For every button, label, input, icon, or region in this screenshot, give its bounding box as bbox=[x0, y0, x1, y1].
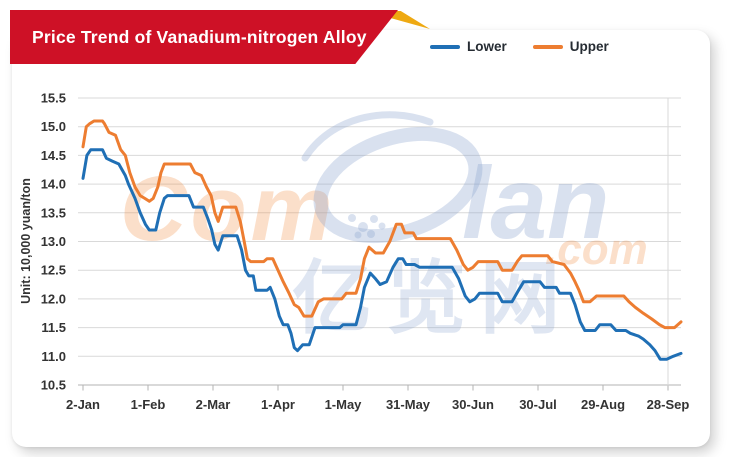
x-tick-label: 1-Apr bbox=[261, 397, 295, 412]
lower-line-swatch-icon bbox=[430, 44, 460, 49]
y-tick-label: 13.5 bbox=[41, 205, 66, 220]
y-tick-label: 11.5 bbox=[41, 320, 66, 335]
lower-line bbox=[81, 148, 683, 361]
watermark-dot-icon bbox=[354, 231, 362, 239]
y-axis-title: Unit: 10,000 yuan/ton bbox=[19, 178, 33, 304]
y-tick-label: 11.0 bbox=[41, 349, 66, 364]
y-tick-label: 14.0 bbox=[41, 177, 66, 192]
title-banner: Price Trend of Vanadium-nitrogen Alloy bbox=[10, 10, 398, 64]
legend-item-lower[interactable]: Lower bbox=[430, 39, 507, 54]
x-tick-label: 30-Jul bbox=[519, 397, 557, 412]
x-tick-label: 30-Jun bbox=[452, 397, 494, 412]
x-tick-label: 2-Mar bbox=[196, 397, 231, 412]
y-tick-label: 12.5 bbox=[41, 263, 66, 278]
legend: Lower Upper bbox=[430, 39, 609, 54]
chart-card bbox=[12, 30, 710, 447]
watermark-globe-icon bbox=[313, 126, 483, 244]
watermark-dotcom-text: .com bbox=[545, 225, 648, 274]
watermark-lan-text: lan bbox=[462, 146, 609, 260]
watermark-swoosh-icon bbox=[301, 111, 434, 162]
x-tick-label: 1-Feb bbox=[131, 397, 166, 412]
axis-layer: 15.5 15.0 14.5 14.0 13.5 13.0 12.5 12.0 11.5 11.0… bbox=[19, 91, 689, 413]
watermark-dot-icon bbox=[367, 230, 375, 238]
x-tick-label: 31-May bbox=[386, 397, 431, 412]
watermark-dot-icon bbox=[370, 215, 378, 223]
x-tick-label: 28-Sep bbox=[647, 397, 690, 412]
legend-item-upper[interactable]: Upper bbox=[532, 39, 609, 54]
y-tick-label: 14.5 bbox=[41, 148, 66, 163]
grid-layer bbox=[78, 97, 681, 386]
x-tick-label: 2-Jan bbox=[66, 397, 100, 412]
series-layer bbox=[81, 119, 683, 361]
chart-title: Price Trend of Vanadium-nitrogen Alloy bbox=[32, 26, 367, 47]
watermark-com-text: Com bbox=[120, 158, 336, 260]
x-tick-label: 29-Aug bbox=[581, 397, 625, 412]
watermark-dot-icon bbox=[348, 214, 356, 222]
legend-label-upper: Upper bbox=[569, 39, 609, 54]
y-tick-label: 15.5 bbox=[41, 91, 66, 106]
watermark-dot-icon bbox=[358, 222, 368, 232]
x-tick-label: 1-May bbox=[325, 397, 363, 412]
y-tick-label: 13.0 bbox=[41, 234, 66, 249]
upper-line-swatch-icon bbox=[532, 44, 563, 49]
y-tick-label: 10.5 bbox=[41, 378, 66, 393]
y-tick-label: 12.0 bbox=[41, 291, 66, 306]
upper-line bbox=[81, 119, 683, 330]
legend-label-lower: Lower bbox=[467, 39, 507, 54]
watermark-dot-icon bbox=[378, 222, 386, 230]
y-tick-label: 15.0 bbox=[41, 119, 66, 134]
